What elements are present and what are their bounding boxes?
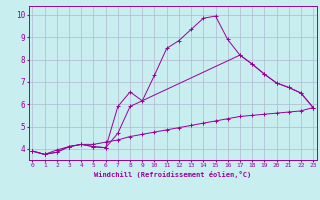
X-axis label: Windchill (Refroidissement éolien,°C): Windchill (Refroidissement éolien,°C) xyxy=(94,171,252,178)
